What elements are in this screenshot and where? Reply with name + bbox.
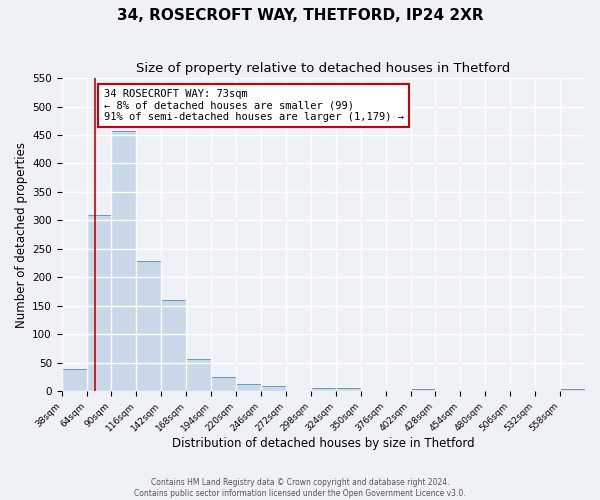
Bar bbox=[62, 370, 86, 391]
Text: Contains HM Land Registry data © Crown copyright and database right 2024.
Contai: Contains HM Land Registry data © Crown c… bbox=[134, 478, 466, 498]
Bar bbox=[261, 386, 286, 391]
Bar bbox=[211, 377, 236, 391]
Bar bbox=[186, 358, 211, 391]
Bar bbox=[236, 384, 261, 391]
Bar bbox=[560, 390, 585, 391]
Title: Size of property relative to detached houses in Thetford: Size of property relative to detached ho… bbox=[136, 62, 511, 76]
Text: 34, ROSECROFT WAY, THETFORD, IP24 2XR: 34, ROSECROFT WAY, THETFORD, IP24 2XR bbox=[116, 8, 484, 22]
X-axis label: Distribution of detached houses by size in Thetford: Distribution of detached houses by size … bbox=[172, 437, 475, 450]
Bar bbox=[86, 214, 112, 391]
Text: 34 ROSECROFT WAY: 73sqm
← 8% of detached houses are smaller (99)
91% of semi-det: 34 ROSECROFT WAY: 73sqm ← 8% of detached… bbox=[104, 89, 404, 122]
Y-axis label: Number of detached properties: Number of detached properties bbox=[15, 142, 28, 328]
Bar bbox=[161, 300, 186, 391]
Bar bbox=[410, 390, 436, 391]
Bar bbox=[112, 131, 136, 391]
Bar bbox=[311, 388, 336, 391]
Bar bbox=[336, 388, 361, 391]
Bar bbox=[136, 262, 161, 391]
